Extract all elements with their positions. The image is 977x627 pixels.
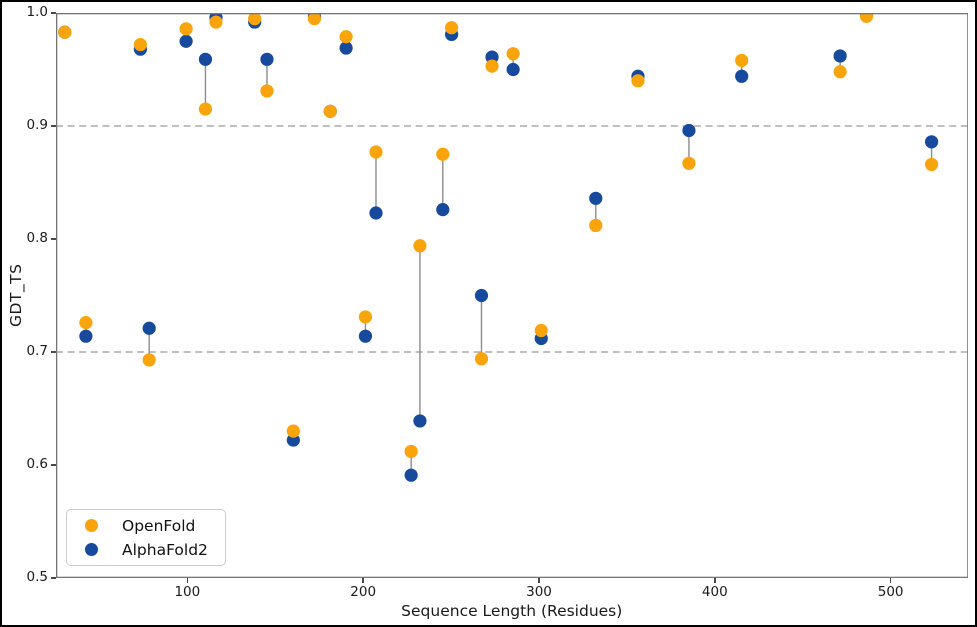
data-point-alphafold2	[484, 50, 499, 64]
data-point-openfold	[588, 218, 602, 233]
data-point-alphafold2	[474, 288, 488, 303]
data-point-alphafold2	[734, 69, 748, 83]
y-tick-mark	[51, 238, 56, 240]
data-point-alphafold2	[179, 34, 193, 48]
data-point-openfold	[630, 74, 645, 88]
data-point-alphafold2	[339, 41, 353, 55]
data-point-openfold	[734, 53, 748, 68]
data-point-openfold	[444, 21, 458, 35]
data-point-openfold	[208, 15, 223, 29]
data-point-openfold	[681, 156, 696, 170]
data-point-openfold	[534, 323, 548, 338]
data-point-openfold	[307, 13, 321, 26]
y-tick-label: 0.6	[26, 456, 48, 472]
legend-label-openfold: OpenFold	[122, 516, 196, 535]
x-tick-label: 200	[350, 584, 377, 600]
data-point-openfold	[859, 13, 873, 23]
data-point-openfold	[358, 310, 372, 324]
data-point-alphafold2	[78, 329, 92, 343]
legend-item-alphafold2: AlphaFold2	[85, 541, 225, 559]
openfold-marker-icon	[85, 519, 98, 532]
y-tick-label: 0.9	[26, 117, 48, 133]
data-point-openfold	[339, 30, 353, 44]
data-point-alphafold2	[259, 52, 274, 66]
data-point-alphafold2	[435, 203, 449, 217]
data-point-openfold	[247, 13, 261, 26]
x-tick-mark	[538, 578, 540, 583]
data-point-openfold	[435, 147, 449, 161]
data-point-openfold	[323, 104, 337, 118]
x-tick-label: 400	[701, 584, 728, 600]
x-tick-label: 500	[877, 584, 904, 600]
data-point-openfold	[412, 239, 427, 253]
data-point-alphafold2	[924, 135, 938, 149]
legend-label-alphafold2: AlphaFold2	[122, 540, 208, 559]
data-point-openfold	[259, 84, 274, 98]
data-point-alphafold2	[286, 433, 300, 447]
data-point-alphafold2	[506, 62, 520, 77]
data-point-alphafold2	[198, 52, 212, 66]
y-tick-label: 0.8	[26, 230, 48, 246]
data-point-openfold	[133, 38, 147, 52]
x-tick-mark	[714, 578, 716, 583]
data-point-openfold	[78, 316, 92, 330]
data-point-openfold	[474, 352, 488, 366]
data-point-alphafold2	[358, 329, 372, 343]
x-tick-mark	[362, 578, 364, 583]
data-point-openfold	[198, 102, 212, 116]
data-point-openfold	[924, 157, 938, 172]
data-point-openfold	[368, 145, 383, 159]
y-tick-mark	[51, 577, 56, 579]
data-point-alphafold2	[404, 468, 418, 482]
x-axis-title: Sequence Length (Residues)	[401, 602, 623, 620]
x-tick-mark	[889, 578, 892, 583]
data-point-openfold	[506, 47, 520, 61]
x-tick-label: 100	[174, 584, 201, 600]
data-point-openfold	[286, 424, 300, 438]
plot-frame	[55, 13, 968, 578]
data-point-alphafold2	[588, 191, 602, 205]
x-tick-label: 300	[526, 584, 552, 600]
data-point-openfold	[179, 22, 193, 36]
y-tick-mark	[51, 125, 56, 127]
data-point-openfold	[57, 25, 71, 39]
plot-area	[55, 13, 968, 578]
alphafold2-marker-icon	[85, 543, 98, 556]
y-tick-label: 0.5	[26, 569, 48, 585]
data-point-openfold	[404, 444, 418, 459]
legend-item-openfold: OpenFold	[85, 517, 225, 535]
data-point-openfold	[484, 59, 499, 73]
legend: OpenFold AlphaFold2	[66, 509, 226, 566]
data-point-openfold	[142, 353, 156, 367]
y-tick-mark	[51, 464, 56, 466]
y-tick-mark	[51, 12, 56, 14]
x-tick-mark	[186, 578, 189, 583]
data-point-alphafold2	[833, 49, 847, 63]
data-point-alphafold2	[142, 321, 156, 335]
y-tick-label: 1.0	[26, 4, 48, 20]
data-point-alphafold2	[412, 414, 427, 428]
data-point-alphafold2	[368, 206, 383, 220]
scatter-svg	[55, 13, 968, 578]
y-axis-title: GDT_TS	[7, 263, 25, 328]
y-tick-label: 0.7	[26, 343, 48, 359]
data-point-alphafold2	[681, 123, 696, 138]
data-point-openfold	[833, 65, 847, 79]
y-tick-mark	[51, 351, 56, 353]
